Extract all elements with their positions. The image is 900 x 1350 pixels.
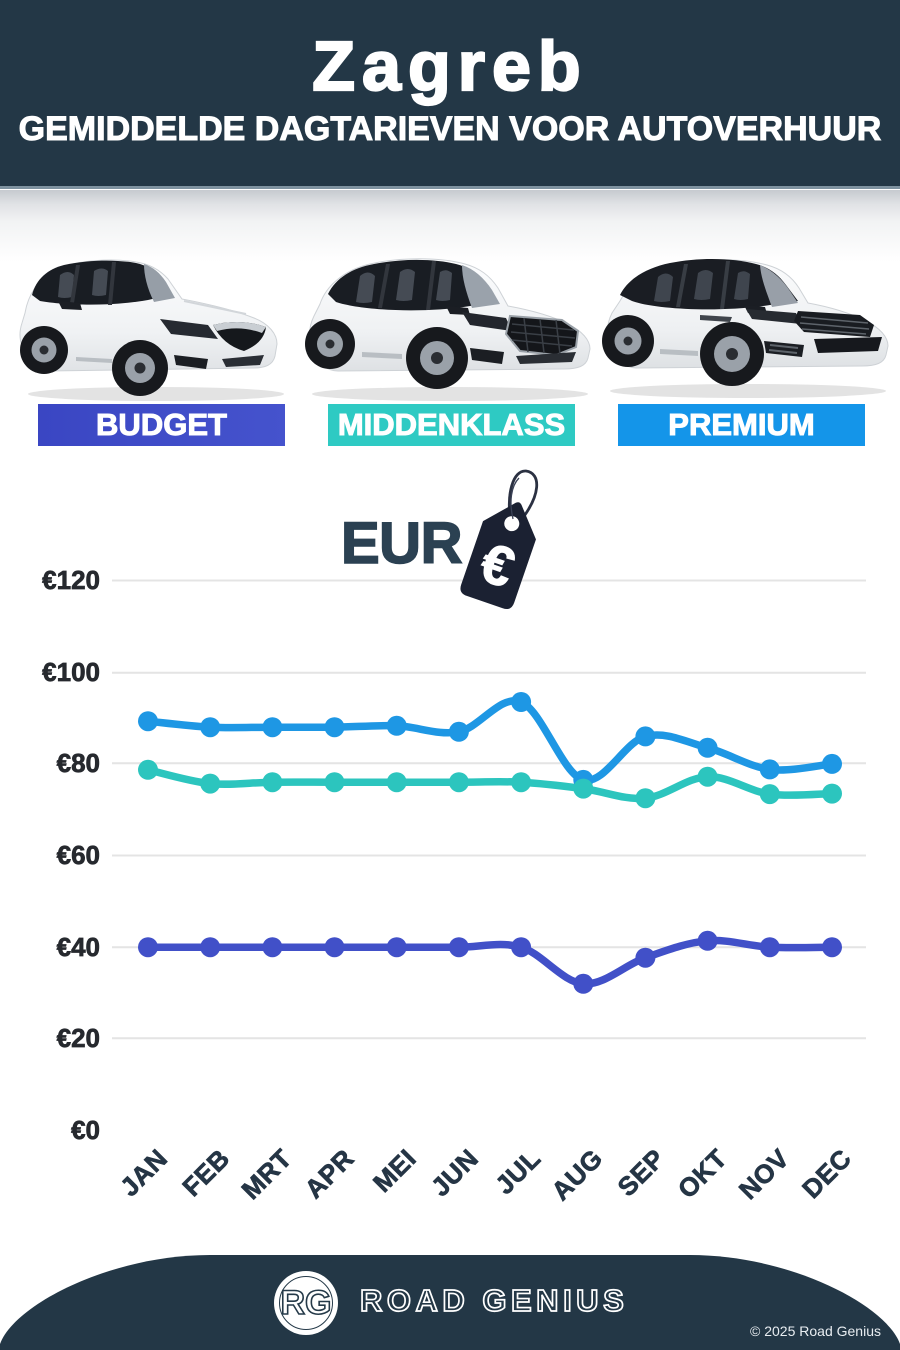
- svg-text:€120: €120: [42, 565, 100, 595]
- svg-text:DEC: DEC: [796, 1143, 857, 1204]
- svg-text:€40: €40: [57, 932, 100, 962]
- svg-text:OKT: OKT: [672, 1143, 733, 1204]
- svg-text:MRT: MRT: [236, 1143, 298, 1205]
- svg-text:JUL: JUL: [489, 1143, 546, 1200]
- svg-text:JAN: JAN: [114, 1143, 173, 1202]
- svg-text:FEB: FEB: [176, 1143, 235, 1202]
- svg-text:JUN: JUN: [425, 1143, 484, 1202]
- svg-text:NOV: NOV: [733, 1143, 795, 1205]
- svg-text:MEI: MEI: [367, 1143, 422, 1198]
- svg-text:€100: €100: [42, 657, 100, 687]
- svg-text:€60: €60: [57, 840, 100, 870]
- svg-text:€0: €0: [71, 1115, 100, 1145]
- svg-text:€80: €80: [57, 748, 100, 778]
- svg-text:EUR: EUR: [341, 511, 462, 576]
- svg-text:APR: APR: [299, 1143, 360, 1204]
- svg-text:AUG: AUG: [545, 1143, 608, 1206]
- svg-text:€20: €20: [57, 1023, 100, 1053]
- svg-text:SEP: SEP: [612, 1143, 671, 1202]
